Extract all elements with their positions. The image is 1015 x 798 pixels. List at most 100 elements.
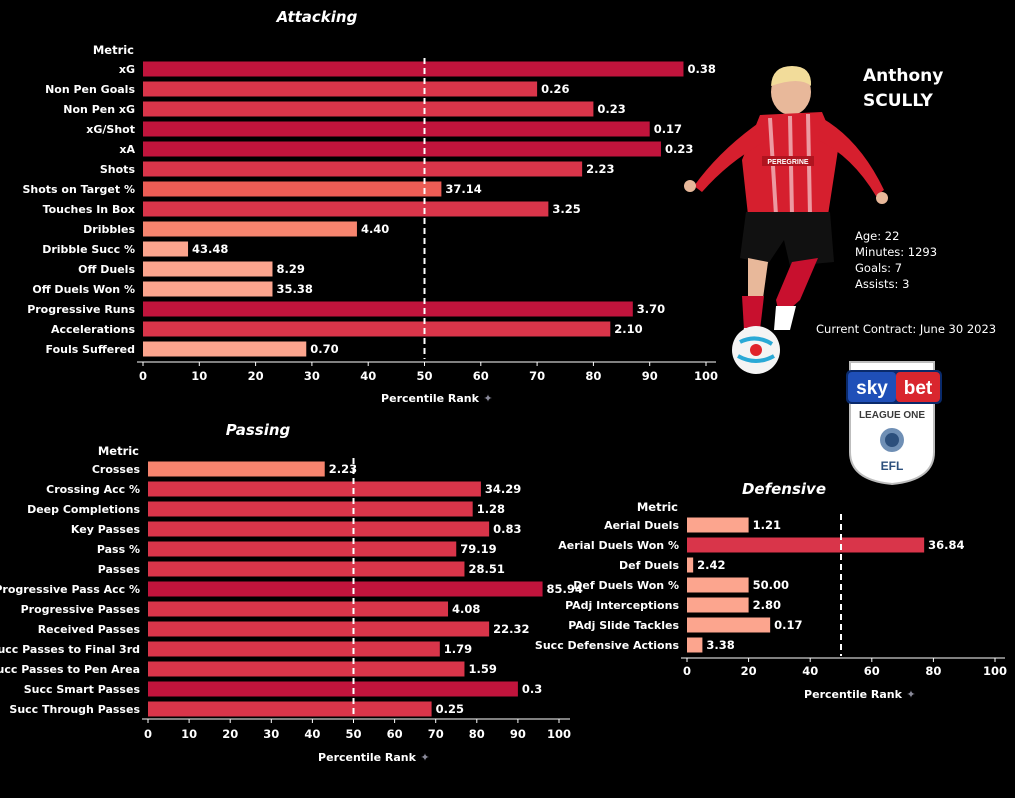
category-label: Passes xyxy=(98,563,141,576)
bar xyxy=(143,241,189,257)
x-tick-label: 40 xyxy=(802,664,818,678)
category-label: Succ Through Passes xyxy=(9,703,140,716)
value-label: 2.23 xyxy=(329,462,357,476)
chart-title: Passing xyxy=(226,421,291,439)
x-tick-label: 20 xyxy=(741,664,757,678)
value-label: 28.51 xyxy=(468,562,504,576)
x-tick-label: 80 xyxy=(925,664,941,678)
chart-title: Attacking xyxy=(276,8,358,26)
value-label: 22.32 xyxy=(493,622,529,636)
player-photo: PEREGRINE xyxy=(684,66,888,374)
x-tick-label: 50 xyxy=(416,369,432,383)
value-label: 1.28 xyxy=(477,502,505,516)
bar xyxy=(148,601,449,617)
value-label: 1.79 xyxy=(444,642,472,656)
category-label: PAdj Interceptions xyxy=(565,599,679,612)
x-tick-label: 30 xyxy=(263,727,279,741)
value-label: 4.08 xyxy=(452,602,480,616)
value-label: 4.40 xyxy=(361,222,389,236)
value-label: 35.38 xyxy=(276,282,312,296)
value-label: 8.29 xyxy=(276,262,304,276)
category-label: Key Passes xyxy=(71,523,141,536)
category-label: Succ Passes to Pen Area xyxy=(0,663,140,676)
bar xyxy=(687,637,703,653)
bar xyxy=(148,581,543,597)
value-label: 34.29 xyxy=(485,482,521,496)
bar xyxy=(148,541,457,557)
category-label: Shots on Target % xyxy=(22,183,135,196)
metric-header: Metric xyxy=(98,444,139,458)
category-label: Def Duels xyxy=(619,559,679,572)
category-label: Succ Passes to Final 3rd xyxy=(0,643,140,656)
x-axis-label: Percentile Rank xyxy=(804,688,903,701)
bar xyxy=(148,561,465,577)
value-label: 79.19 xyxy=(460,542,496,556)
bar xyxy=(143,181,442,197)
bar xyxy=(143,61,684,77)
x-tick-label: 90 xyxy=(642,369,658,383)
category-label: PAdj Slide Tackles xyxy=(568,619,679,632)
bar xyxy=(143,301,633,317)
value-label: 0.70 xyxy=(310,342,338,356)
value-label: 0.38 xyxy=(687,62,715,76)
value-label: 0.23 xyxy=(597,102,625,116)
pin-icon: ✦ xyxy=(483,392,492,405)
x-tick-label: 0 xyxy=(139,369,147,383)
metric-header: Metric xyxy=(93,43,134,57)
bar xyxy=(148,641,440,657)
x-axis-label: Percentile Rank xyxy=(318,751,417,764)
value-label: 2.42 xyxy=(697,558,725,572)
x-tick-label: 90 xyxy=(510,727,526,741)
x-axis-label: Percentile Rank xyxy=(381,392,480,405)
x-tick-label: 40 xyxy=(360,369,376,383)
bar xyxy=(148,701,432,717)
category-label: Succ Smart Passes xyxy=(24,683,141,696)
x-tick-label: 0 xyxy=(144,727,152,741)
category-label: Touches In Box xyxy=(43,203,135,216)
category-label: Progressive Pass Acc % xyxy=(0,583,140,596)
x-tick-label: 80 xyxy=(469,727,485,741)
bar xyxy=(143,161,583,177)
value-label: 0.26 xyxy=(541,82,569,96)
pin-icon: ✦ xyxy=(420,751,429,764)
bar xyxy=(148,621,490,637)
value-label: 3.25 xyxy=(552,202,580,216)
value-label: 1.21 xyxy=(753,518,781,532)
player-stats: Age: 22 Minutes: 1293 Goals: 7 Assists: … xyxy=(855,228,937,292)
x-tick-label: 30 xyxy=(304,369,320,383)
defensive-chart: Defensive Metric Aerial Duels 1.21 Aerial Du… xyxy=(535,480,1007,701)
category-label: Off Duels Won % xyxy=(32,283,135,296)
efl-label: EFL xyxy=(881,459,904,473)
bar xyxy=(687,597,749,613)
bar xyxy=(143,261,273,277)
x-tick-label: 10 xyxy=(191,369,207,383)
minutes-stat: Minutes: 1293 xyxy=(855,245,938,259)
x-tick-label: 80 xyxy=(585,369,601,383)
x-tick-label: 100 xyxy=(983,664,1007,678)
value-label: 36.84 xyxy=(928,538,964,552)
bar xyxy=(143,281,273,297)
x-tick-label: 50 xyxy=(345,727,361,741)
category-label: Progressive Passes xyxy=(21,603,141,616)
x-tick-label: 20 xyxy=(222,727,238,741)
x-tick-label: 70 xyxy=(428,727,444,741)
goals-stat: Goals: 7 xyxy=(855,261,903,275)
category-label: Deep Completions xyxy=(27,503,140,516)
bar xyxy=(143,341,307,357)
category-label: Dribble Succ % xyxy=(42,243,135,256)
value-label: 37.14 xyxy=(445,182,481,196)
bet-logo: bet xyxy=(904,378,933,399)
category-label: Fouls Suffered xyxy=(46,343,136,356)
bar xyxy=(687,577,749,593)
bar xyxy=(148,661,465,677)
bar xyxy=(148,501,473,517)
x-tick-label: 70 xyxy=(529,369,545,383)
bar xyxy=(148,521,490,537)
value-label: 1.59 xyxy=(468,662,496,676)
metric-header: Metric xyxy=(637,500,678,514)
x-tick-label: 60 xyxy=(473,369,489,383)
sky-logo: sky xyxy=(856,378,888,399)
category-label: Non Pen Goals xyxy=(45,83,135,96)
category-label: Non Pen xG xyxy=(63,103,135,116)
bar xyxy=(143,121,650,137)
